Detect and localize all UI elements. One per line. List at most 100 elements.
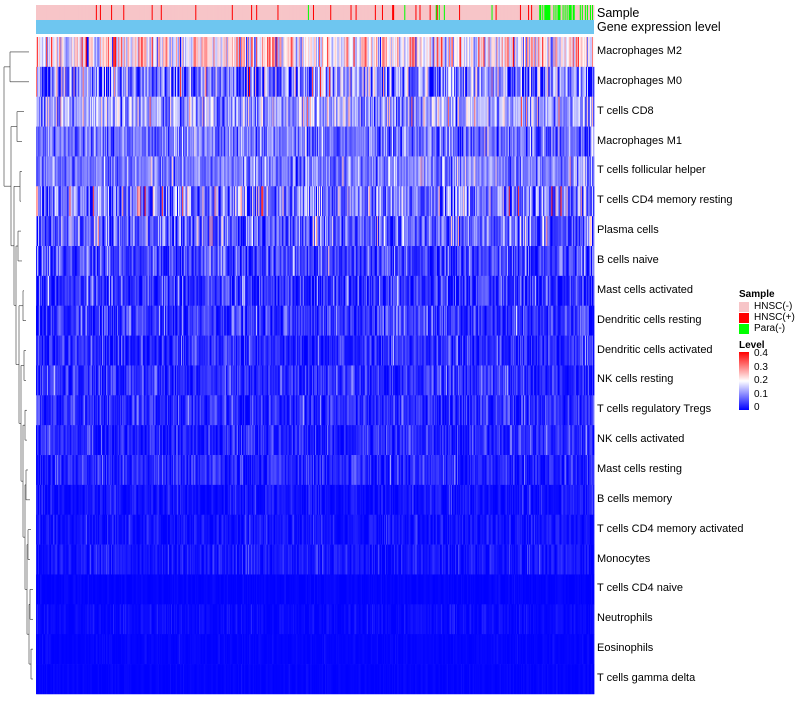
heatmap-cell	[255, 126, 257, 157]
heatmap-cell	[515, 186, 518, 217]
heatmap-cell	[500, 246, 503, 277]
heatmap-cell	[87, 96, 90, 127]
heatmap-cell	[53, 37, 55, 68]
heatmap-cell	[214, 186, 216, 217]
heatmap-cell	[201, 216, 203, 247]
heatmap-cell	[91, 126, 94, 157]
heatmap-cell	[418, 96, 420, 127]
heatmap-cell	[49, 216, 51, 247]
heatmap-cell	[428, 186, 431, 217]
heatmap-cell	[494, 186, 496, 217]
heatmap-cell	[92, 37, 95, 68]
heatmap-cell	[76, 246, 78, 277]
heatmap-cell	[118, 96, 120, 127]
heatmap-cell	[133, 37, 135, 68]
heatmap-cell	[238, 246, 241, 277]
heatmap-cell	[429, 96, 432, 127]
heatmap-cell	[110, 186, 112, 217]
heatmap-cell	[379, 246, 382, 277]
heatmap-cell	[574, 216, 577, 247]
heatmap-cell	[351, 37, 353, 68]
heatmap-cell	[392, 246, 394, 277]
heatmap-cell	[485, 126, 487, 157]
heatmap-cell	[40, 66, 42, 98]
heatmap-cell	[163, 66, 166, 98]
heatmap-cell	[265, 126, 267, 157]
heatmap-cell	[93, 186, 96, 217]
sample-annotation-cell	[459, 5, 461, 20]
heatmap-cell	[75, 186, 77, 217]
heatmap-cell	[262, 246, 264, 277]
heatmap-cell	[150, 186, 153, 217]
sample-annotation-cell	[187, 5, 189, 20]
sample-annotation-cell	[434, 5, 437, 20]
heatmap-cell	[547, 246, 549, 277]
heatmap-cell	[564, 156, 566, 187]
heatmap-cell	[270, 186, 272, 217]
heatmap-cell	[212, 37, 214, 68]
heatmap-cell	[321, 66, 323, 98]
heatmap-cell	[464, 126, 466, 157]
heatmap-cell	[491, 96, 493, 127]
sample-annotation-cell	[555, 5, 557, 20]
heatmap-cell	[508, 156, 511, 187]
heatmap-cell	[324, 66, 326, 98]
heatmap-cell	[37, 246, 39, 277]
heatmap-cell	[435, 66, 438, 98]
heatmap-cell	[504, 246, 507, 277]
heatmap-cell	[265, 37, 267, 68]
heatmap-cell	[227, 126, 230, 157]
heatmap-cell	[411, 37, 413, 68]
heatmap-cell	[133, 216, 135, 247]
heatmap-cell	[40, 186, 42, 217]
heatmap-cell	[100, 246, 103, 277]
heatmap-cell	[515, 66, 518, 98]
heatmap-cell	[485, 186, 487, 217]
heatmap-cell	[550, 37, 552, 68]
heatmap-cell	[395, 186, 397, 217]
heatmap-cell	[159, 186, 162, 217]
heatmap-cell	[265, 246, 267, 277]
heatmap-cell	[242, 96, 245, 127]
sample-annotation-cell	[392, 5, 394, 20]
heatmap-cell	[166, 186, 169, 217]
heatmap-cell	[281, 156, 283, 187]
heatmap-cell	[451, 186, 454, 217]
heatmap-cell	[99, 126, 102, 157]
sample-annotation-cell	[86, 5, 89, 20]
heatmap-cell	[354, 216, 356, 247]
heatmap-cell	[239, 246, 242, 277]
heatmap-cell	[566, 96, 569, 127]
heatmap-cell	[364, 96, 367, 127]
heatmap-cell	[274, 216, 276, 247]
heatmap-cell	[313, 186, 316, 217]
sample-annotation-cell	[573, 5, 576, 20]
heatmap-cell	[163, 96, 166, 127]
sample-annotation-cell	[298, 5, 301, 20]
heatmap-cell	[218, 66, 221, 98]
heatmap-cell	[255, 186, 257, 217]
heatmap-cell	[170, 66, 173, 98]
heatmap-cell	[177, 126, 179, 157]
sample-annotation-cell	[382, 5, 385, 20]
heatmap-cell	[44, 37, 46, 68]
sample-annotation-cell	[376, 5, 379, 20]
heatmap-cell	[168, 126, 171, 157]
heatmap-cell	[54, 96, 56, 127]
heatmap-cell	[192, 96, 194, 127]
heatmap-cell	[469, 216, 471, 247]
heatmap-cell	[416, 216, 418, 247]
heatmap-cell	[223, 186, 226, 217]
heatmap-cell	[49, 186, 51, 217]
heatmap-cell	[507, 156, 510, 187]
heatmap-cell	[191, 126, 193, 157]
heatmap-cell	[451, 246, 454, 277]
heatmap-cell	[455, 216, 457, 247]
heatmap-cell	[129, 246, 131, 277]
heatmap-cell	[197, 126, 199, 157]
heatmap-cell	[572, 246, 575, 277]
heatmap-cell	[428, 216, 431, 247]
heatmap-cell	[126, 37, 128, 68]
heatmap-cell	[336, 216, 338, 247]
heatmap-cell	[552, 156, 554, 187]
